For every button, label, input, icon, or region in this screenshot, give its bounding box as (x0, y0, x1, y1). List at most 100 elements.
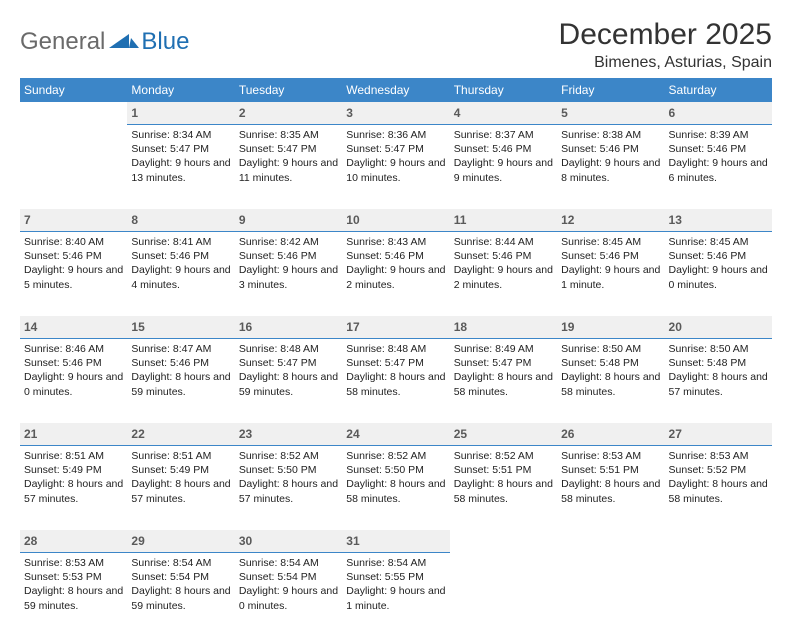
daynum-cell: 12 (557, 209, 664, 232)
daynum-row: 21222324252627 (20, 423, 772, 446)
logo-triangle-icon (109, 30, 139, 50)
day-cell (20, 125, 127, 210)
dayhead-sun: Sunday (20, 78, 127, 102)
day-cell: Sunrise: 8:52 AM Sunset: 5:50 PM Dayligh… (342, 446, 449, 531)
daynum-cell: 25 (450, 423, 557, 446)
daynum-cell: 31 (342, 530, 449, 553)
header: General Blue December 2025 Bimenes, Astu… (20, 18, 772, 72)
day-cell: Sunrise: 8:51 AM Sunset: 5:49 PM Dayligh… (127, 446, 234, 531)
day-number: 24 (346, 427, 359, 441)
day-cell: Sunrise: 8:39 AM Sunset: 5:46 PM Dayligh… (665, 125, 772, 210)
day-cell: Sunrise: 8:36 AM Sunset: 5:47 PM Dayligh… (342, 125, 449, 210)
daynum-cell: 3 (342, 102, 449, 125)
day-number: 9 (239, 213, 246, 227)
day-cell (665, 553, 772, 637)
day-cell: Sunrise: 8:45 AM Sunset: 5:46 PM Dayligh… (665, 232, 772, 317)
day-cell-text: Sunrise: 8:52 AM Sunset: 5:51 PM Dayligh… (454, 449, 553, 506)
day-cell-text: Sunrise: 8:42 AM Sunset: 5:46 PM Dayligh… (239, 235, 338, 292)
day-cell: Sunrise: 8:49 AM Sunset: 5:47 PM Dayligh… (450, 339, 557, 424)
day-cell: Sunrise: 8:38 AM Sunset: 5:46 PM Dayligh… (557, 125, 664, 210)
day-cell-text: Sunrise: 8:48 AM Sunset: 5:47 PM Dayligh… (239, 342, 338, 399)
day-number: 27 (669, 427, 682, 441)
day-cell-text: Sunrise: 8:37 AM Sunset: 5:46 PM Dayligh… (454, 128, 553, 185)
day-cell-text: Sunrise: 8:45 AM Sunset: 5:46 PM Dayligh… (561, 235, 660, 292)
day-number: 5 (561, 106, 568, 120)
day-cell: Sunrise: 8:40 AM Sunset: 5:46 PM Dayligh… (20, 232, 127, 317)
day-cell: Sunrise: 8:34 AM Sunset: 5:47 PM Dayligh… (127, 125, 234, 210)
day-number: 10 (346, 213, 359, 227)
day-number: 13 (669, 213, 682, 227)
daynum-row: 78910111213 (20, 209, 772, 232)
day-cell: Sunrise: 8:50 AM Sunset: 5:48 PM Dayligh… (557, 339, 664, 424)
daynum-cell: 19 (557, 316, 664, 339)
daynum-cell: 24 (342, 423, 449, 446)
day-cell: Sunrise: 8:45 AM Sunset: 5:46 PM Dayligh… (557, 232, 664, 317)
daynum-cell: 5 (557, 102, 664, 125)
daynum-cell: 2 (235, 102, 342, 125)
day-number: 11 (454, 213, 467, 227)
day-cell: Sunrise: 8:35 AM Sunset: 5:47 PM Dayligh… (235, 125, 342, 210)
day-cell: Sunrise: 8:48 AM Sunset: 5:47 PM Dayligh… (235, 339, 342, 424)
day-cell-text: Sunrise: 8:40 AM Sunset: 5:46 PM Dayligh… (24, 235, 123, 292)
daynum-cell: 1 (127, 102, 234, 125)
day-cell: Sunrise: 8:53 AM Sunset: 5:53 PM Dayligh… (20, 553, 127, 637)
day-number: 29 (131, 534, 144, 548)
dayhead-mon: Monday (127, 78, 234, 102)
daynum-cell: 23 (235, 423, 342, 446)
daynum-cell: 13 (665, 209, 772, 232)
day-cell-text: Sunrise: 8:52 AM Sunset: 5:50 PM Dayligh… (346, 449, 445, 506)
day-cell-text: Sunrise: 8:46 AM Sunset: 5:46 PM Dayligh… (24, 342, 123, 399)
day-number: 31 (346, 534, 359, 548)
dayhead-fri: Friday (557, 78, 664, 102)
daynum-cell (20, 102, 127, 125)
daynum-cell: 30 (235, 530, 342, 553)
day-cell-text: Sunrise: 8:52 AM Sunset: 5:50 PM Dayligh… (239, 449, 338, 506)
day-cell: Sunrise: 8:44 AM Sunset: 5:46 PM Dayligh… (450, 232, 557, 317)
dayhead-thu: Thursday (450, 78, 557, 102)
logo-text-general: General (20, 28, 105, 56)
day-cell-text: Sunrise: 8:35 AM Sunset: 5:47 PM Dayligh… (239, 128, 338, 185)
day-cell: Sunrise: 8:50 AM Sunset: 5:48 PM Dayligh… (665, 339, 772, 424)
day-number: 16 (239, 320, 252, 334)
daynum-row: 123456 (20, 102, 772, 125)
week-row: Sunrise: 8:51 AM Sunset: 5:49 PM Dayligh… (20, 446, 772, 531)
day-cell: Sunrise: 8:43 AM Sunset: 5:46 PM Dayligh… (342, 232, 449, 317)
day-number: 23 (239, 427, 252, 441)
daynum-cell: 27 (665, 423, 772, 446)
day-cell-text: Sunrise: 8:41 AM Sunset: 5:46 PM Dayligh… (131, 235, 230, 292)
daynum-cell: 29 (127, 530, 234, 553)
day-number: 17 (346, 320, 359, 334)
day-cell-text: Sunrise: 8:45 AM Sunset: 5:46 PM Dayligh… (669, 235, 768, 292)
day-cell-text: Sunrise: 8:34 AM Sunset: 5:47 PM Dayligh… (131, 128, 230, 185)
day-number: 15 (131, 320, 144, 334)
title-block: December 2025 Bimenes, Asturias, Spain (559, 18, 772, 72)
week-row: Sunrise: 8:34 AM Sunset: 5:47 PM Dayligh… (20, 125, 772, 210)
day-number: 20 (669, 320, 682, 334)
day-cell: Sunrise: 8:52 AM Sunset: 5:50 PM Dayligh… (235, 446, 342, 531)
daynum-cell (557, 530, 664, 553)
day-number: 25 (454, 427, 467, 441)
day-cell-text: Sunrise: 8:50 AM Sunset: 5:48 PM Dayligh… (669, 342, 768, 399)
daynum-cell: 15 (127, 316, 234, 339)
week-row: Sunrise: 8:40 AM Sunset: 5:46 PM Dayligh… (20, 232, 772, 317)
day-cell: Sunrise: 8:37 AM Sunset: 5:46 PM Dayligh… (450, 125, 557, 210)
day-cell-text: Sunrise: 8:54 AM Sunset: 5:54 PM Dayligh… (131, 556, 230, 613)
logo: General Blue (20, 28, 189, 56)
daynum-cell: 11 (450, 209, 557, 232)
calendar-table: Sunday Monday Tuesday Wednesday Thursday… (20, 78, 772, 637)
day-number: 19 (561, 320, 574, 334)
day-cell: Sunrise: 8:54 AM Sunset: 5:55 PM Dayligh… (342, 553, 449, 637)
day-number: 3 (346, 106, 353, 120)
day-cell: Sunrise: 8:41 AM Sunset: 5:46 PM Dayligh… (127, 232, 234, 317)
day-number: 12 (561, 213, 574, 227)
day-number: 21 (24, 427, 37, 441)
day-cell-text: Sunrise: 8:47 AM Sunset: 5:46 PM Dayligh… (131, 342, 230, 399)
day-cell-text: Sunrise: 8:39 AM Sunset: 5:46 PM Dayligh… (669, 128, 768, 185)
daynum-cell: 4 (450, 102, 557, 125)
day-cell-text: Sunrise: 8:48 AM Sunset: 5:47 PM Dayligh… (346, 342, 445, 399)
day-cell: Sunrise: 8:54 AM Sunset: 5:54 PM Dayligh… (127, 553, 234, 637)
day-number: 4 (454, 106, 461, 120)
day-cell-text: Sunrise: 8:53 AM Sunset: 5:53 PM Dayligh… (24, 556, 123, 613)
day-cell: Sunrise: 8:53 AM Sunset: 5:51 PM Dayligh… (557, 446, 664, 531)
daynum-cell: 22 (127, 423, 234, 446)
